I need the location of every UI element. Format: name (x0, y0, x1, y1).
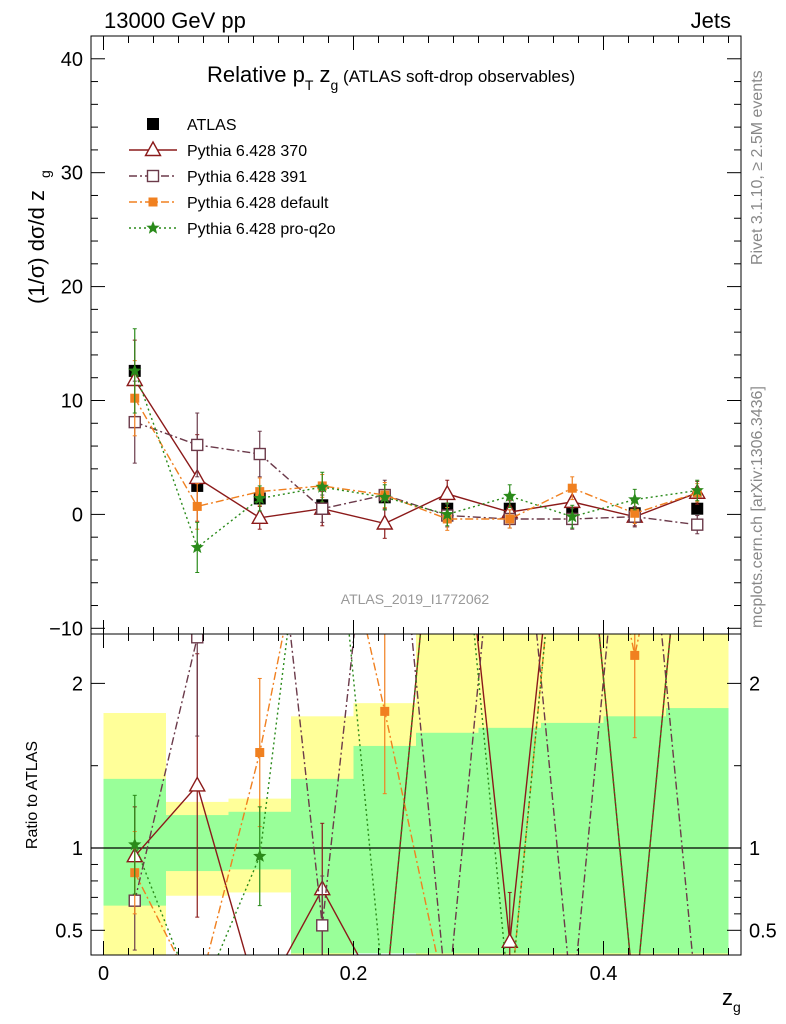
y-tick-label: 40 (61, 49, 83, 71)
series-pythia-6-428-370 (126, 339, 706, 539)
uncertainty-band-green (603, 716, 666, 954)
y-tick-label: 10 (61, 390, 83, 412)
ratio-y-tick-label: 2 (72, 673, 83, 695)
data-point (505, 514, 515, 524)
y-tick-label: 30 (61, 163, 83, 185)
data-point (316, 502, 329, 515)
data-point (315, 480, 329, 493)
legend-marker (146, 169, 160, 183)
legend: ATLAS Pythia 6.428 370 Pythia 6.428 391 Pyt… (129, 117, 336, 238)
ratio-point (191, 634, 204, 644)
ratio-line (134, 634, 672, 955)
header-left: 13000 GeV pp (104, 8, 246, 33)
data-point (565, 509, 579, 523)
ratio-point (630, 650, 640, 660)
data-point (253, 491, 267, 505)
y-tick-label: 0 (72, 504, 83, 526)
data-point (567, 483, 577, 493)
legend-label: ATLAS (187, 117, 237, 134)
mcplots-label: mcplots.cern.ch [arXiv:1306.3436] (749, 386, 766, 628)
ratio-point (253, 849, 267, 862)
data-point (691, 518, 704, 531)
ratio-y-axis-label: Ratio to ATLAS (24, 741, 41, 849)
legend-item: Pythia 6.428 pro-q2o (129, 221, 336, 238)
data-point (628, 492, 642, 506)
series-line (134, 370, 698, 549)
ratio-point (188, 776, 206, 792)
legend-item: ATLAS (147, 117, 237, 134)
chart-title: Relative pT zg (ATLAS soft-drop observab… (207, 62, 575, 93)
ratio-line (134, 634, 640, 955)
series-line (134, 397, 698, 520)
y-axis-label-sub: g (37, 170, 53, 178)
data-point (376, 514, 394, 530)
uncertainty-band-green (416, 732, 479, 954)
ratio-line (134, 634, 694, 955)
legend-label: Pythia 6.428 default (187, 195, 329, 212)
data-point (503, 489, 517, 502)
legend-marker (144, 140, 162, 157)
data-point (190, 540, 204, 554)
ratio-point (128, 837, 142, 851)
ratio-series-layer (126, 634, 694, 955)
x-tick-label: 0.2 (340, 963, 368, 985)
x-tick-label: 0.4 (590, 963, 618, 985)
y-tick-label: −10 (49, 618, 83, 640)
uncertainty-band-green (541, 722, 604, 954)
y-tick-label: 20 (61, 277, 83, 299)
series-atlas (128, 364, 704, 520)
band-layer (103, 634, 729, 955)
legend-item: Pythia 6.428 391 (129, 169, 307, 186)
legend-marker (147, 118, 159, 130)
data-point (251, 508, 269, 525)
ratio-y-tick-label-right: 1 (749, 838, 760, 860)
data-point (192, 501, 202, 511)
ratio-y-tick-label-right: 0.5 (749, 920, 777, 942)
ratio-frame (90, 633, 742, 956)
data-point (438, 484, 456, 501)
legend-marker (148, 197, 158, 207)
legend-marker (146, 221, 160, 234)
rivet-label: Rivet 3.1.10, ≥ 2.5M events (749, 70, 766, 265)
data-point (191, 438, 204, 452)
data-point (691, 502, 704, 515)
ratio-y-tick-label-right: 2 (749, 673, 760, 695)
x-axis-label: zg (722, 985, 741, 1015)
ratio-y-tick-label: 1 (72, 838, 83, 860)
legend-item: Pythia 6.428 default (129, 195, 329, 212)
ratio-panel: 0.5 0.5 1 1 2 2 0 0.2 0.4 Ratio to ATLAS zg (24, 633, 777, 1015)
y-axis-label: (1/σ) dσ/d z (24, 190, 49, 304)
series-line (134, 379, 698, 525)
ratio-series-pythia-6-428-pro-q2o (128, 634, 672, 955)
legend-label: Pythia 6.428 391 (187, 169, 307, 186)
data-point (128, 363, 142, 377)
uncertainty-band-green (666, 708, 729, 954)
data-point (440, 507, 454, 521)
ratio-point (316, 919, 329, 932)
data-point (690, 483, 704, 497)
header-right: Jets (691, 8, 731, 33)
data-point (253, 447, 266, 461)
ratio-point (501, 932, 519, 949)
ratio-y-tick-label: 0.5 (55, 920, 83, 942)
series-pythia-6-428-pro-q2o (128, 328, 704, 573)
ratio-point (255, 748, 265, 758)
main-series-layer (126, 328, 706, 573)
legend-item: Pythia 6.428 370 (129, 140, 307, 160)
main-panel: −10 0 10 20 30 40 (1/σ) dσ/d z g Relative pT zg … (24, 35, 742, 640)
legend-label: Pythia 6.428 370 (187, 143, 307, 160)
data-point (378, 490, 392, 503)
series-pythia-6-428-391 (128, 380, 704, 535)
data-point (630, 508, 640, 518)
x-tick-label: 0 (98, 963, 109, 985)
ratio-point (380, 706, 390, 716)
analysis-label: ATLAS_2019_I1772062 (341, 591, 490, 607)
legend-label: Pythia 6.428 pro-q2o (187, 221, 336, 238)
